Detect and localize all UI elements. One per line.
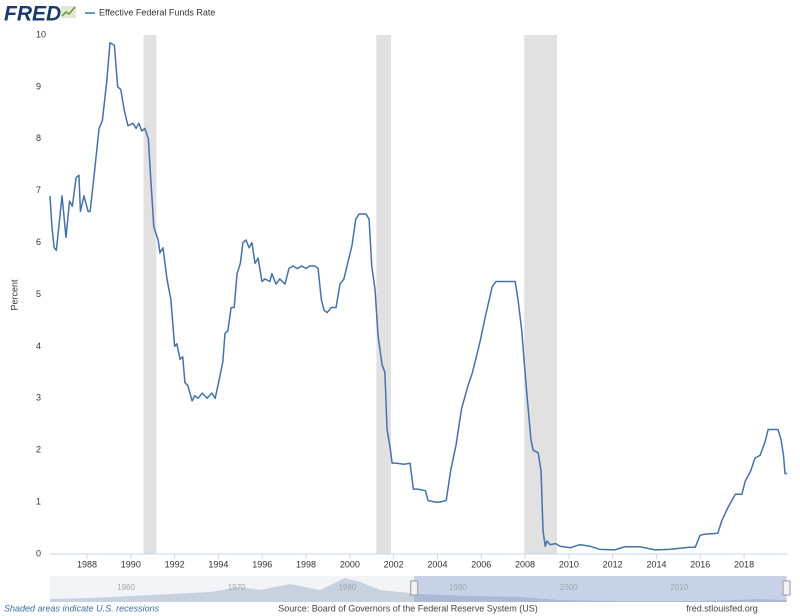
y-tick-label: 1: [36, 496, 41, 506]
x-tick-label: 1992: [165, 559, 185, 569]
y-tick-label: 0: [36, 548, 41, 558]
x-tick-label: 2016: [690, 559, 710, 569]
series-line: [49, 42, 787, 551]
navigator-tick-label: 2010: [670, 583, 688, 592]
recession-note: Shaded areas indicate U.S. recessions: [4, 603, 160, 613]
x-tick-label: 1996: [252, 559, 272, 569]
navigator-tick-label: 2000: [560, 583, 578, 592]
x-tick-label: 2008: [515, 559, 535, 569]
navigator-selection: [414, 576, 787, 602]
x-tick-label: 2000: [340, 559, 360, 569]
navigator-tick-label: 1970: [228, 583, 246, 592]
logo-icon: [61, 6, 76, 18]
y-tick-label: 6: [36, 237, 41, 247]
y-tick-label: 8: [36, 133, 41, 143]
x-tick-label: 2018: [734, 559, 754, 569]
y-tick-label: 5: [36, 289, 41, 299]
navigator-silhouette: [50, 578, 787, 602]
y-axis-label: Percent: [9, 279, 19, 311]
y-tick-label: 3: [36, 393, 41, 403]
x-tick-label: 2006: [471, 559, 491, 569]
x-tick-label: 2010: [559, 559, 579, 569]
site: fred.stlouisfed.org: [686, 603, 758, 613]
navigator-tick-label: 1990: [449, 583, 467, 592]
x-tick-label: 1994: [208, 559, 228, 569]
navigator-tick-label: 1960: [117, 583, 135, 592]
source: Source: Board of Governors of the Federa…: [278, 603, 538, 613]
x-tick-label: 1998: [296, 559, 316, 569]
x-tick-label: 1990: [121, 559, 141, 569]
recession-band: [376, 35, 392, 554]
x-tick-label: 2014: [646, 559, 666, 569]
navigator-handle: [782, 580, 791, 596]
y-tick-label: 9: [36, 81, 41, 91]
y-tick-label: 7: [36, 185, 41, 195]
legend-label: Effective Federal Funds Rate: [99, 7, 215, 17]
y-tick-label: 10: [36, 29, 46, 39]
y-tick-label: 4: [36, 341, 41, 351]
recession-band: [143, 35, 157, 554]
logo: FRED: [4, 3, 61, 26]
y-tick-label: 2: [36, 445, 41, 455]
navigator-tick-label: 1980: [338, 583, 356, 592]
x-tick-label: 1988: [77, 559, 97, 569]
x-tick-label: 2012: [603, 559, 623, 569]
x-tick-label: 2002: [384, 559, 404, 569]
x-tick-label: 2004: [427, 559, 447, 569]
navigator-handle: [410, 580, 419, 596]
